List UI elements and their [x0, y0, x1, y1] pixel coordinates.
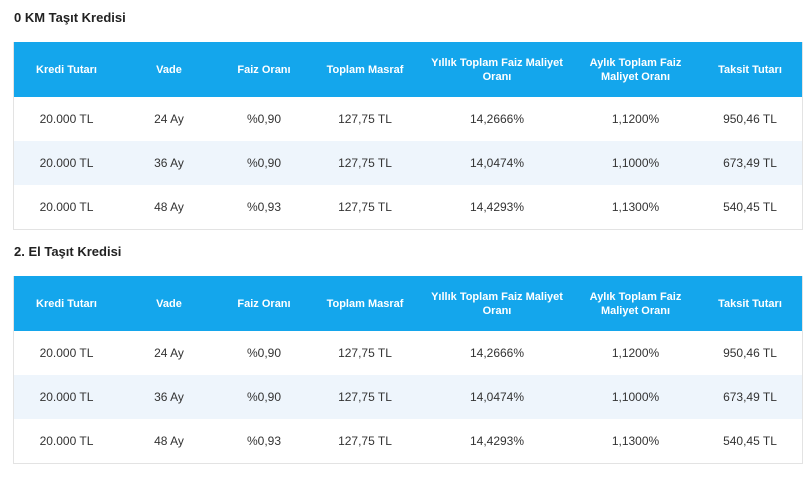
cell-loan-amount: 20.000 TL: [14, 375, 119, 419]
column-header-term: Vade: [119, 276, 219, 331]
cell-total-fee: 127,75 TL: [338, 434, 392, 448]
cell-loan-amount: 20.000 TL: [39, 434, 94, 448]
cell-total-fee: 127,75 TL: [309, 141, 421, 185]
cell-monthly-cost-rate: 1,1200%: [611, 112, 660, 126]
table-row: 20.000 TL 36 Ay %0,90 127,75 TL 14,0474%…: [14, 375, 802, 419]
cell-installment: 950,46 TL: [723, 346, 777, 360]
cell-monthly-cost-rate: 1,1300%: [611, 200, 660, 214]
table-row: 20.000 TL 36 Ay %0,90 127,75 TL 14,0474%…: [14, 141, 802, 185]
cell-loan-amount: 20.000 TL: [39, 200, 94, 214]
column-header-loan-amount: Kredi Tutarı: [14, 42, 119, 97]
cell-loan-amount: 20.000 TL: [39, 346, 94, 360]
cell-annual-cost-rate: 14,2666%: [469, 112, 525, 126]
cell-installment: 540,45 TL: [723, 434, 777, 448]
column-header-total-fee: Toplam Masraf: [309, 276, 421, 331]
column-header-annual-cost-rate: Yıllık Toplam Faiz Maliyet Oranı: [421, 276, 573, 331]
column-header-annual-cost-rate: Yıllık Toplam Faiz Maliyet Oranı: [421, 42, 573, 97]
cell-term: 36 Ay: [119, 375, 219, 419]
cell-total-fee: 127,75 TL: [338, 346, 392, 360]
column-header-term: Vade: [119, 42, 219, 97]
cell-annual-cost-rate: 14,4293%: [469, 200, 525, 214]
cell-annual-cost-rate: 14,0474%: [421, 375, 573, 419]
cell-annual-cost-rate: 14,0474%: [421, 141, 573, 185]
table-row: 20.000 TL 48 Ay %0,93 127,75 TL 14,4293%…: [14, 419, 802, 463]
cell-installment: 673,49 TL: [698, 141, 802, 185]
column-header-monthly-cost-rate: Aylık Toplam Faiz Maliyet Oranı: [573, 276, 698, 331]
cell-interest-rate: %0,90: [246, 112, 282, 126]
cell-interest-rate: %0,90: [219, 141, 309, 185]
column-header-installment: Taksit Tutarı: [698, 276, 802, 331]
column-header-installment: Taksit Tutarı: [698, 42, 802, 97]
cell-total-fee: 127,75 TL: [338, 112, 392, 126]
cell-interest-rate: %0,90: [219, 375, 309, 419]
cell-monthly-cost-rate: 1,1200%: [611, 346, 660, 360]
cell-term: 48 Ay: [154, 434, 184, 448]
cell-monthly-cost-rate: 1,1000%: [573, 375, 698, 419]
cell-term: 48 Ay: [154, 200, 184, 214]
cell-loan-amount: 20.000 TL: [39, 112, 94, 126]
cell-interest-rate: %0,93: [246, 434, 282, 448]
cell-installment: 540,45 TL: [723, 200, 777, 214]
section-title-used-vehicle-loan: 2. El Taşıt Kredisi: [14, 244, 122, 259]
cell-term: 24 Ay: [154, 112, 184, 126]
cell-term: 24 Ay: [154, 346, 184, 360]
table-row: 20.000 TL 24 Ay %0,90 127,75 TL 14,2666%…: [14, 97, 802, 141]
cell-monthly-cost-rate: 1,1300%: [611, 434, 660, 448]
table-row: 20.000 TL 48 Ay %0,93 127,75 TL 14,4293%…: [14, 185, 802, 229]
column-header-interest-rate: Faiz Oranı: [219, 42, 309, 97]
loan-table-used-vehicle: Kredi Tutarı Vade Faiz Oranı Toplam Masr…: [13, 276, 803, 464]
cell-installment: 673,49 TL: [698, 375, 802, 419]
cell-total-fee: 127,75 TL: [309, 375, 421, 419]
column-header-total-fee: Toplam Masraf: [309, 42, 421, 97]
cell-annual-cost-rate: 14,4293%: [469, 434, 525, 448]
cell-loan-amount: 20.000 TL: [14, 141, 119, 185]
table-header-row: Kredi Tutarı Vade Faiz Oranı Toplam Masr…: [14, 276, 802, 331]
table-header-row: Kredi Tutarı Vade Faiz Oranı Toplam Masr…: [14, 42, 802, 97]
table-row: 20.000 TL 24 Ay %0,90 127,75 TL 14,2666%…: [14, 331, 802, 375]
cell-term: 36 Ay: [119, 141, 219, 185]
column-header-monthly-cost-rate: Aylık Toplam Faiz Maliyet Oranı: [573, 42, 698, 97]
column-header-loan-amount: Kredi Tutarı: [14, 276, 119, 331]
cell-interest-rate: %0,90: [246, 346, 282, 360]
cell-installment: 950,46 TL: [723, 112, 777, 126]
cell-interest-rate: %0,93: [246, 200, 282, 214]
column-header-interest-rate: Faiz Oranı: [219, 276, 309, 331]
loan-table-new-vehicle: Kredi Tutarı Vade Faiz Oranı Toplam Masr…: [13, 42, 803, 230]
cell-total-fee: 127,75 TL: [338, 200, 392, 214]
section-title-new-vehicle-loan: 0 KM Taşıt Kredisi: [14, 10, 126, 25]
cell-monthly-cost-rate: 1,1000%: [573, 141, 698, 185]
cell-annual-cost-rate: 14,2666%: [469, 346, 525, 360]
